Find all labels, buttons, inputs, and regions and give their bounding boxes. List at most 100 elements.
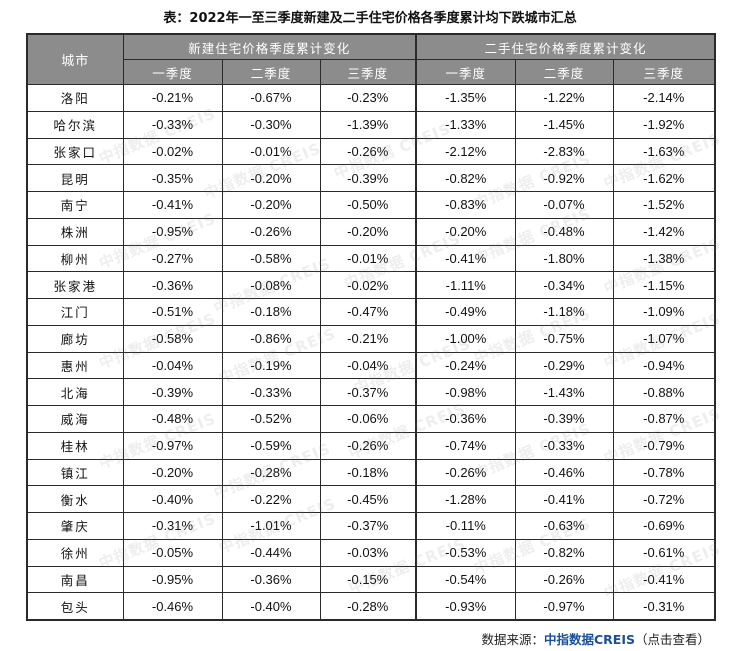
new-q2-header: 二季度 (221, 59, 321, 85)
used-q3-cell: -1.52% (612, 191, 716, 219)
used-q1-cell: -2.12% (415, 137, 516, 166)
used-q1-cell: -1.00% (415, 324, 516, 353)
table-row: 张家港 -0.36% -0.08% -0.02% -1.11% -0.34% -1.15% (26, 271, 716, 299)
new-q2-cell: -0.20% (221, 164, 321, 192)
city-cell: 昆明 (26, 164, 124, 192)
used-q3-cell: -0.94% (612, 351, 716, 380)
table-row: 张家口 -0.02% -0.01% -0.26% -2.12% -2.83% -1.63% (26, 137, 716, 166)
table-row: 徐州 -0.05% -0.44% -0.03% -0.53% -0.82% -0.61% (26, 538, 716, 567)
new-q1-cell: -0.21% (122, 84, 223, 112)
used-q3-cell: -1.07% (612, 324, 716, 353)
new-q3-cell: -0.03% (319, 538, 417, 567)
new-q2-cell: -0.86% (221, 324, 321, 353)
new-housing-group-header: 新建住宅价格季度累计变化 (122, 33, 417, 60)
used-q1-cell: -0.20% (415, 217, 516, 246)
new-q3-cell: -0.50% (319, 191, 417, 219)
new-q2-cell: -0.01% (221, 137, 321, 166)
used-q3-header: 三季度 (612, 59, 716, 85)
used-q1-cell: -1.35% (415, 84, 516, 112)
new-q2-cell: -0.26% (221, 217, 321, 246)
used-q2-cell: -0.29% (514, 351, 614, 380)
new-q1-cell: -0.39% (122, 378, 223, 406)
used-q2-cell: -0.26% (514, 565, 614, 594)
table-row: 洛阳 -0.21% -0.67% -0.23% -1.35% -1.22% -2.14% (26, 84, 716, 112)
used-q1-cell: -1.33% (415, 110, 516, 139)
new-q3-cell: -0.45% (319, 485, 417, 513)
used-q3-cell: -0.87% (612, 405, 716, 433)
new-q3-cell: -0.06% (319, 405, 417, 433)
used-q2-cell: -0.48% (514, 217, 614, 246)
new-q1-cell: -0.95% (122, 565, 223, 594)
city-cell: 镇江 (26, 458, 124, 487)
table-row: 柳州 -0.27% -0.58% -0.01% -0.41% -1.80% -1.38% (26, 244, 716, 273)
city-cell: 包头 (26, 592, 124, 621)
new-q1-cell: -0.97% (122, 431, 223, 460)
used-q1-cell: -0.74% (415, 431, 516, 460)
used-q3-cell: -0.69% (612, 512, 716, 540)
table-row: 衡水 -0.40% -0.22% -0.45% -1.28% -0.41% -0.72% (26, 485, 716, 513)
city-cell: 南宁 (26, 191, 124, 219)
city-cell: 洛阳 (26, 84, 124, 112)
table-row: 惠州 -0.04% -0.19% -0.04% -0.24% -0.29% -0.94% (26, 351, 716, 380)
city-cell: 肇庆 (26, 512, 124, 540)
used-q3-cell: -0.88% (612, 378, 716, 406)
new-q3-cell: -0.20% (319, 217, 417, 246)
source-prefix: 数据来源： (481, 632, 544, 647)
table-row: 包头 -0.46% -0.40% -0.28% -0.93% -0.97% -0.31% (26, 592, 716, 621)
used-q1-cell: -1.28% (415, 485, 516, 513)
new-q2-cell: -0.36% (221, 565, 321, 594)
table-row: 南宁 -0.41% -0.20% -0.50% -0.83% -0.07% -1.52% (26, 191, 716, 219)
price-change-table: 城市 新建住宅价格季度累计变化 二手住宅价格季度累计变化 一季度 二季度 三季度… (26, 33, 717, 621)
new-q1-cell: -0.20% (122, 458, 223, 487)
used-q2-cell: -0.97% (514, 592, 614, 621)
new-q3-cell: -0.37% (319, 512, 417, 540)
city-cell: 张家口 (26, 137, 124, 166)
table-row: 威海 -0.48% -0.52% -0.06% -0.36% -0.39% -0.87% (26, 405, 716, 433)
new-q3-cell: -0.21% (319, 324, 417, 353)
new-q1-cell: -0.35% (122, 164, 223, 192)
used-q1-cell: -0.82% (415, 164, 516, 192)
city-cell: 惠州 (26, 351, 124, 380)
used-q3-cell: -1.63% (612, 137, 716, 166)
new-q3-cell: -0.39% (319, 164, 417, 192)
used-q2-cell: -0.39% (514, 405, 614, 433)
used-q2-cell: -0.63% (514, 512, 614, 540)
used-q2-cell: -0.33% (514, 431, 614, 460)
data-source-note: 数据来源：中指数据CREIS（点击查看） (481, 629, 710, 648)
used-q1-cell: -0.41% (415, 244, 516, 273)
used-q2-cell: -0.82% (514, 538, 614, 567)
used-q3-cell: -1.92% (612, 110, 716, 139)
new-q1-cell: -0.95% (122, 217, 223, 246)
new-q3-cell: -0.47% (319, 298, 417, 326)
table-row: 肇庆 -0.31% -1.01% -0.37% -0.11% -0.63% -0.69% (26, 512, 716, 540)
new-q2-cell: -0.58% (221, 244, 321, 273)
city-cell: 徐州 (26, 538, 124, 567)
new-q1-cell: -0.58% (122, 324, 223, 353)
used-q2-cell: -0.46% (514, 458, 614, 487)
city-cell: 威海 (26, 405, 124, 433)
new-q2-cell: -0.33% (221, 378, 321, 406)
used-q2-cell: -0.75% (514, 324, 614, 353)
new-q1-cell: -0.48% (122, 405, 223, 433)
table-row: 廊坊 -0.58% -0.86% -0.21% -1.00% -0.75% -1.07% (26, 324, 716, 353)
source-suffix[interactable]: （点击查看） (634, 632, 710, 647)
new-q2-cell: -0.30% (221, 110, 321, 139)
used-q3-cell: -0.41% (612, 565, 716, 594)
new-q2-cell: -0.67% (221, 84, 321, 112)
new-q2-cell: -0.20% (221, 191, 321, 219)
new-q3-cell: -0.37% (319, 378, 417, 406)
new-q1-cell: -0.51% (122, 298, 223, 326)
source-brand-link[interactable]: 中指数据CREIS (543, 632, 635, 647)
used-q1-cell: -0.26% (415, 458, 516, 487)
used-q2-cell: -1.18% (514, 298, 614, 326)
used-q1-cell: -1.11% (415, 271, 516, 299)
city-cell: 张家港 (26, 271, 124, 299)
new-q2-cell: -1.01% (221, 512, 321, 540)
new-q1-cell: -0.40% (122, 485, 223, 513)
table-row: 桂林 -0.97% -0.59% -0.26% -0.74% -0.33% -0.79% (26, 431, 716, 460)
new-q3-cell: -0.23% (319, 84, 417, 112)
used-q3-cell: -0.79% (612, 431, 716, 460)
new-q1-cell: -0.46% (122, 592, 223, 621)
table-row: 北海 -0.39% -0.33% -0.37% -0.98% -1.43% -0.88% (26, 378, 716, 406)
new-q2-cell: -0.28% (221, 458, 321, 487)
